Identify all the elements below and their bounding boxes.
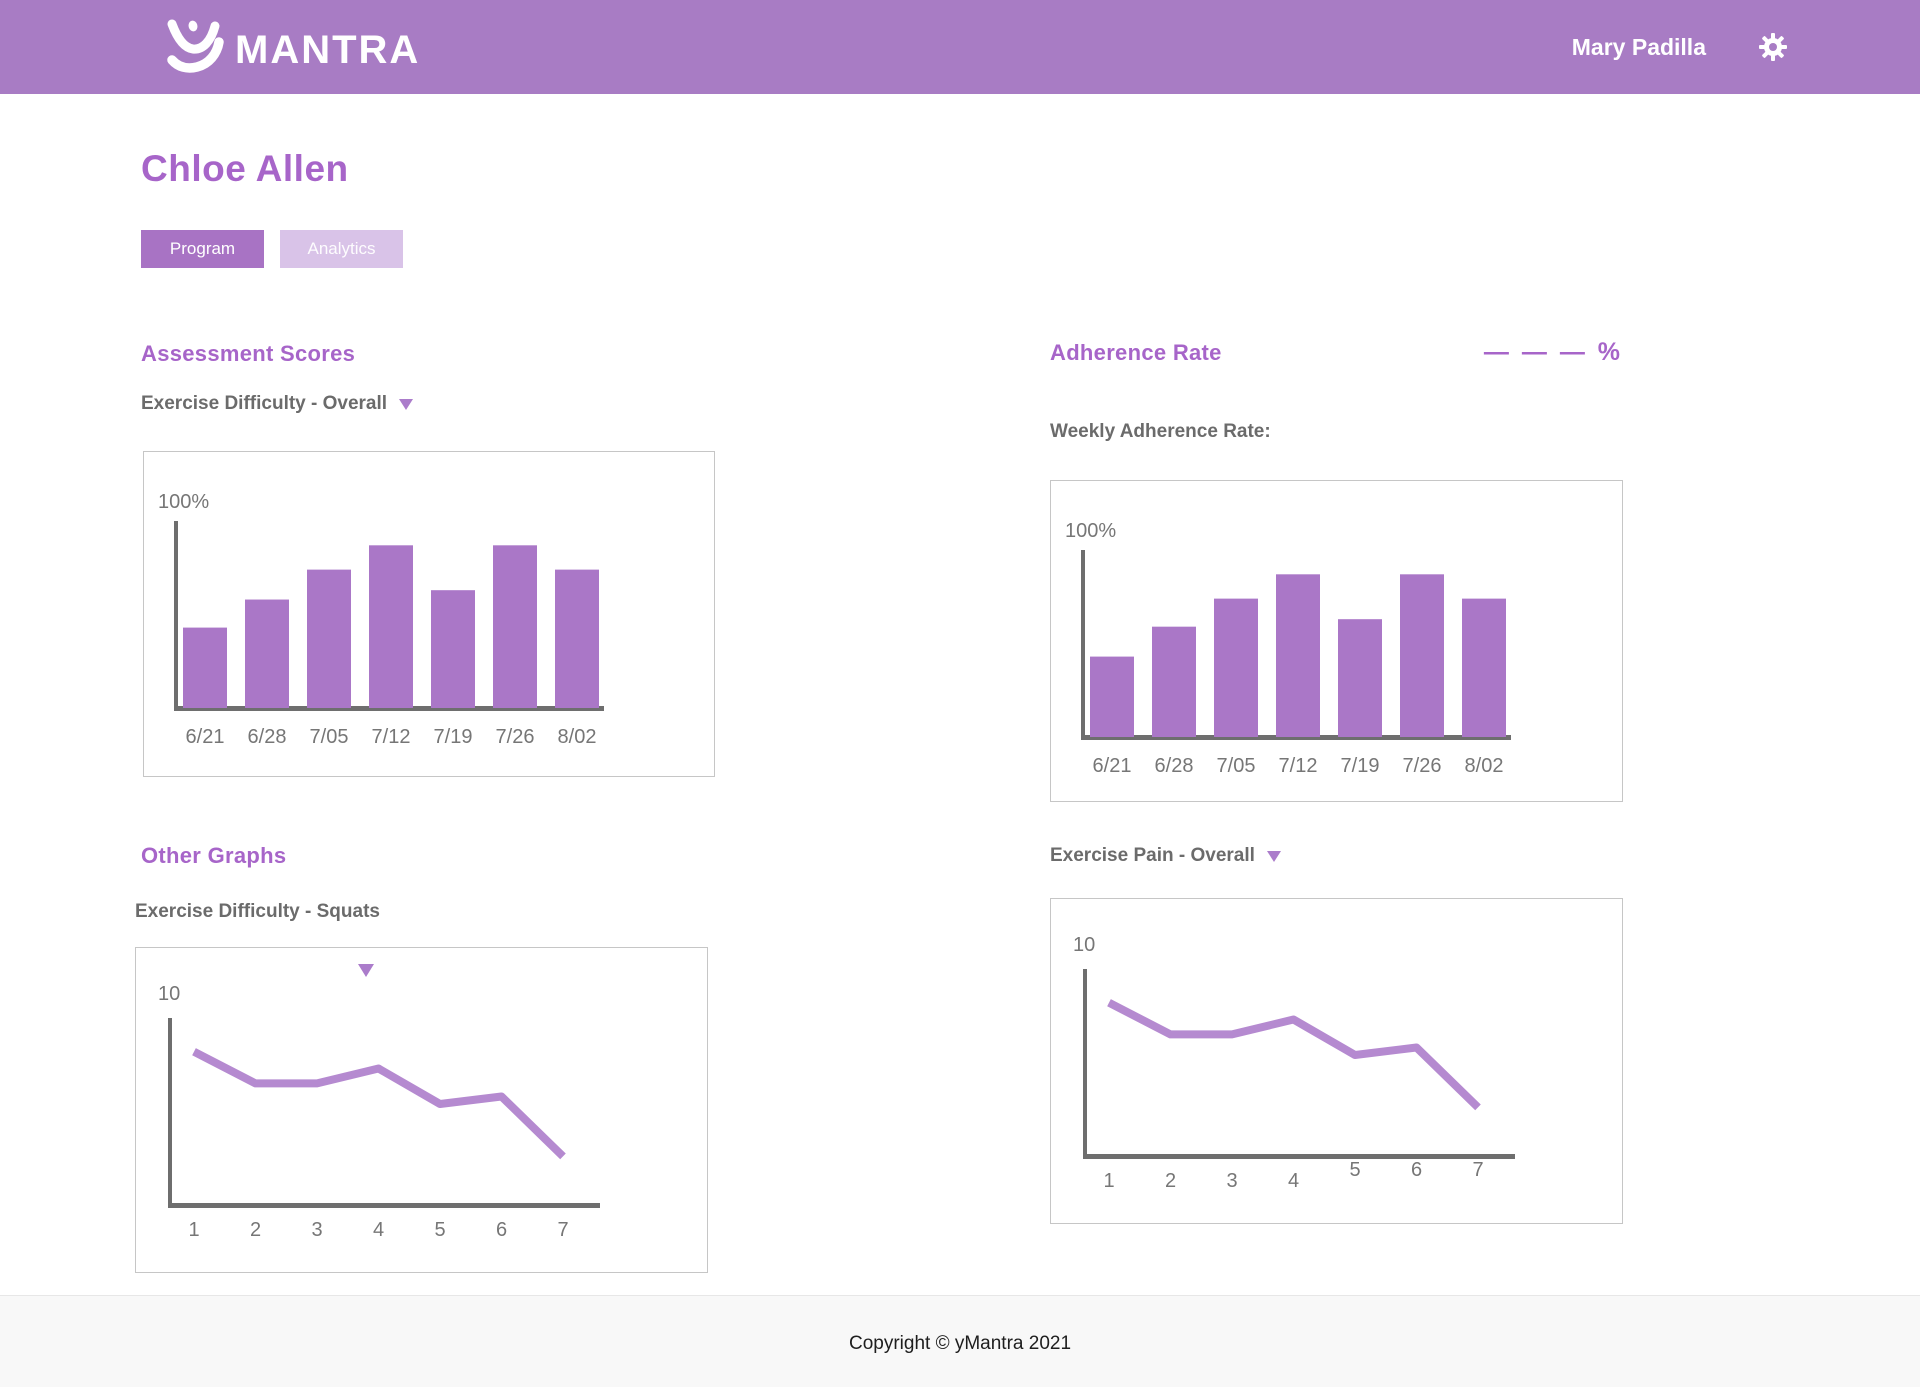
difficulty-overall-label: Exercise Difficulty - Overall	[141, 393, 388, 414]
copyright-text: Copyright © yMantra 2021	[848, 1333, 1072, 1354]
svg-text:5: 5	[434, 1219, 445, 1241]
svg-text:4: 4	[373, 1219, 384, 1241]
svg-text:10: 10	[158, 983, 180, 1005]
svg-text:6/28: 6/28	[248, 726, 287, 748]
svg-text:1: 1	[1103, 1170, 1114, 1192]
page-footer: Copyright © yMantra 2021	[0, 1295, 1920, 1387]
svg-text:7: 7	[1472, 1159, 1483, 1181]
tab-bar: Program Analytics	[141, 230, 403, 268]
svg-text:5: 5	[1349, 1159, 1360, 1181]
adherence-rate-value: — — — %	[1483, 338, 1623, 366]
tab-analytics[interactable]: Analytics	[280, 230, 403, 268]
ymantra-figure-icon	[167, 19, 224, 73]
exercise-pain-label: Exercise Pain - Overall	[1050, 845, 1255, 866]
chevron-down-icon[interactable]	[399, 398, 414, 410]
pain-line-chart: 10 1 2 3 4 5 6 7	[1050, 898, 1623, 1224]
other-graphs-heading: Other Graphs	[141, 843, 287, 868]
svg-text:7/05: 7/05	[1217, 755, 1256, 777]
svg-text:8/02: 8/02	[558, 726, 597, 748]
assessment-bar-chart: 100% 6/21 6/28 7/05 7/12 7/19 7/26 8/02	[143, 451, 715, 777]
svg-text:3: 3	[311, 1219, 322, 1241]
svg-text:1: 1	[188, 1219, 199, 1241]
difficulty-squats-label: Exercise Difficulty - Squats	[135, 901, 380, 922]
svg-text:6/21: 6/21	[1093, 755, 1132, 777]
page-title: Chloe Allen	[141, 148, 349, 189]
adherence-rate-heading: Adherence Rate	[1050, 340, 1222, 365]
chevron-down-icon[interactable]	[1266, 850, 1281, 862]
svg-text:7/19: 7/19	[434, 726, 473, 748]
svg-text:100%: 100%	[1065, 520, 1116, 542]
user-name[interactable]: Mary Padilla	[1571, 33, 1706, 60]
svg-text:8/02: 8/02	[1465, 755, 1504, 777]
svg-text:10: 10	[1073, 934, 1095, 956]
svg-text:100%: 100%	[158, 491, 209, 513]
header-right: Mary Padilla	[1572, 32, 1788, 62]
svg-text:2: 2	[1165, 1170, 1176, 1192]
brand-name: MANTRA	[235, 28, 421, 72]
app-header: MANTRA Mary Padilla	[0, 0, 1920, 94]
svg-text:6/21: 6/21	[186, 726, 225, 748]
svg-text:2: 2	[250, 1219, 261, 1241]
svg-text:4: 4	[1288, 1170, 1299, 1192]
svg-text:7/12: 7/12	[372, 726, 411, 748]
svg-text:6: 6	[496, 1219, 507, 1241]
svg-text:7/12: 7/12	[1279, 755, 1318, 777]
tab-program[interactable]: Program	[141, 230, 264, 268]
settings-gear-icon[interactable]	[1758, 32, 1788, 62]
svg-text:7/26: 7/26	[1403, 755, 1442, 777]
svg-text:7/19: 7/19	[1341, 755, 1380, 777]
svg-text:7/05: 7/05	[310, 726, 349, 748]
svg-text:7: 7	[557, 1219, 568, 1241]
svg-text:3: 3	[1226, 1170, 1237, 1192]
brand-logo[interactable]: MANTRA	[165, 17, 420, 77]
exercise-pain-dropdown[interactable]: Exercise Pain - Overall	[1050, 845, 1281, 867]
difficulty-overall-dropdown[interactable]: Exercise Difficulty - Overall	[141, 393, 414, 415]
svg-text:7/26: 7/26	[496, 726, 535, 748]
adherence-heading-row: Adherence Rate — — — %	[1050, 338, 1623, 367]
svg-text:6: 6	[1411, 1159, 1422, 1181]
weekly-adherence-label: Weekly Adherence Rate:	[1050, 421, 1271, 442]
svg-text:6/28: 6/28	[1155, 755, 1194, 777]
adherence-bar-chart: 100% 6/21 6/28 7/05 7/12 7/19 7/26 8/02	[1050, 480, 1623, 802]
squats-line-chart: 10 1 2 3 4 5 6 7	[135, 947, 708, 1273]
assessment-scores-heading: Assessment Scores	[141, 341, 356, 366]
